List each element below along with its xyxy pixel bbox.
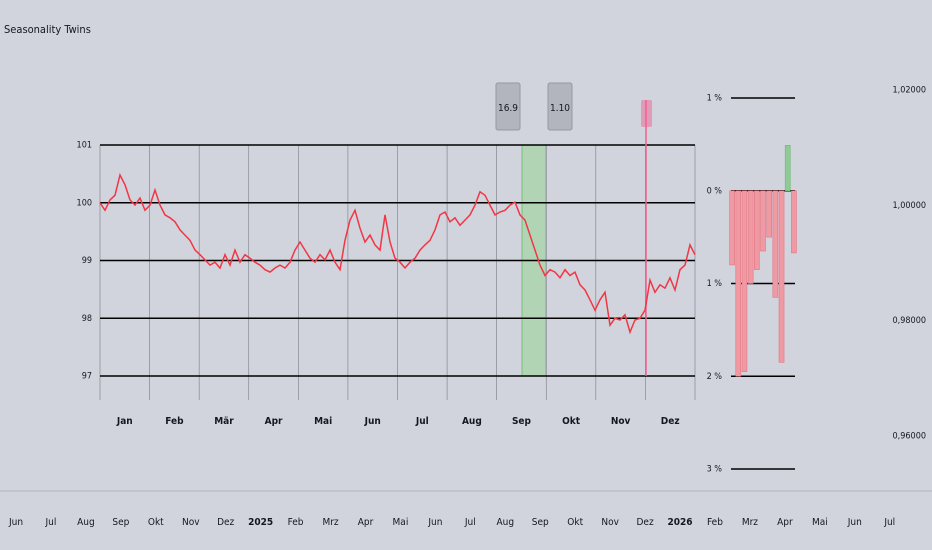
price-tick-label: 0,96000 xyxy=(893,432,926,442)
x-tick-label: Mär xyxy=(214,416,234,427)
x-tick-label: Dez xyxy=(661,416,680,427)
x-tick-label: Feb xyxy=(165,416,184,427)
time-axis-label: Okt xyxy=(567,517,583,528)
price-tick-label: 1,00000 xyxy=(893,201,926,211)
x-tick-label: Jan xyxy=(116,416,133,427)
time-axis-label: Nov xyxy=(601,517,619,528)
x-tick-label: Jul xyxy=(415,416,429,427)
bar xyxy=(729,190,735,266)
y-tick-label: 97 xyxy=(82,372,92,382)
time-axis-label: Sep xyxy=(112,517,129,528)
y-tick-label: 100 xyxy=(77,198,92,208)
y-tick-label: 1 % xyxy=(707,279,723,289)
time-axis-label: Apr xyxy=(777,517,793,528)
time-axis-label: Feb xyxy=(288,517,304,528)
time-axis-label: Jun xyxy=(8,517,23,528)
time-axis-label: Aug xyxy=(497,517,515,528)
date-label-box xyxy=(495,82,521,131)
date-label: 1.10 xyxy=(550,103,570,114)
y-tick-label: 98 xyxy=(82,314,92,324)
bar xyxy=(772,190,779,298)
time-axis-label: Dez xyxy=(217,517,234,528)
y-tick-label: 3 % xyxy=(707,465,723,475)
time-axis-label: Jun xyxy=(427,517,442,528)
indicator-title: Seasonality Twins xyxy=(4,23,91,36)
time-axis-label: Feb xyxy=(707,517,723,528)
date-label-box xyxy=(547,82,573,131)
time-axis-label: Mrz xyxy=(322,517,338,528)
time-axis-label: Mai xyxy=(812,517,828,528)
bar xyxy=(735,190,742,377)
x-tick-label: Aug xyxy=(462,416,482,427)
time-axis-label: Aug xyxy=(77,517,95,528)
series-line xyxy=(99,172,696,335)
bar xyxy=(747,190,754,284)
price-tick-label: 0,98000 xyxy=(893,316,926,326)
price-tick-label: 1,02000 xyxy=(893,86,926,96)
y-tick-label: 0 % xyxy=(707,186,723,196)
x-tick-label: Jun xyxy=(364,416,381,427)
y-tick-label: 1 % xyxy=(707,94,723,104)
time-axis-label: Jun xyxy=(847,517,862,528)
date-label: 16.9 xyxy=(498,103,518,114)
time-axis-label: Okt xyxy=(148,517,164,528)
bar xyxy=(741,190,748,372)
y-tick-label: 101 xyxy=(77,141,92,151)
y-tick-label: 99 xyxy=(82,256,92,266)
bar xyxy=(754,190,760,270)
time-axis-label: Jul xyxy=(883,517,895,528)
x-tick-label: Mai xyxy=(314,416,332,427)
x-tick-label: Apr xyxy=(265,416,283,427)
x-tick-label: Nov xyxy=(611,416,631,427)
x-tick-label: Okt xyxy=(562,416,581,427)
time-axis-label: Jul xyxy=(464,517,476,528)
bar xyxy=(784,145,791,192)
time-axis-label: Jul xyxy=(45,517,57,528)
time-axis-label: Mrz xyxy=(742,517,758,528)
x-tick-label: Sep xyxy=(512,416,532,427)
bar xyxy=(791,190,797,254)
y-tick-label: 2 % xyxy=(707,372,723,382)
time-axis-label: 2025 xyxy=(248,517,273,528)
time-axis-label: Apr xyxy=(358,517,374,528)
time-axis-label: Dez xyxy=(637,517,654,528)
bar xyxy=(760,190,766,252)
time-axis-label: Sep xyxy=(532,517,549,528)
time-axis-label: 2026 xyxy=(668,517,693,528)
bar xyxy=(778,190,785,363)
time-axis-label: Mai xyxy=(393,517,409,528)
time-axis-label: Nov xyxy=(182,517,200,528)
bar xyxy=(766,190,772,238)
marker-flag xyxy=(641,100,652,127)
